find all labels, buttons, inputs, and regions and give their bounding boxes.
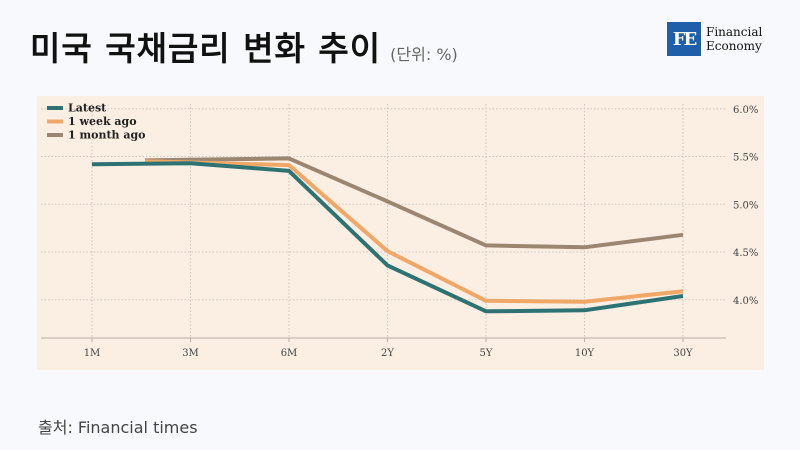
x-tick-label: 3M [182, 348, 199, 359]
logo-mark: FE [667, 22, 701, 56]
legend-swatch [47, 106, 63, 110]
y-tick-label: 6.0% [733, 105, 758, 116]
x-tick-label: 30Y [673, 348, 693, 359]
x-tick-label: 2Y [381, 348, 394, 359]
page-subtitle: (단위: %) [390, 45, 458, 64]
logo-line-1: Financial [706, 25, 763, 39]
logo-line-2: Economy [706, 39, 762, 53]
brand-logo: FE Financial Economy [667, 22, 762, 56]
title-block: 미국 국채금리 변화 추이 (단위: %) [30, 22, 458, 70]
x-tick-label: 6M [281, 348, 298, 359]
y-tick-label: 5.5% [733, 153, 758, 164]
legend-label: 1 week ago [68, 115, 137, 128]
y-tick-label: 5.0% [733, 200, 758, 211]
y-tick-label: 4.5% [733, 248, 758, 259]
series-line-latest [91, 161, 684, 314]
legend-swatch [47, 133, 63, 137]
legend-label: 1 month ago [68, 129, 146, 142]
legend-label: Latest [68, 102, 107, 115]
legend-swatch [47, 119, 63, 124]
series-line-1-month-ago [144, 156, 684, 250]
logo-text: Financial Economy [706, 25, 762, 53]
page-title: 미국 국채금리 변화 추이 [30, 29, 382, 68]
x-tick-label: 5Y [480, 348, 493, 359]
series-line-1-week-ago [144, 159, 684, 304]
yield-curve-chart: 6.0% 5.5% 5.0% 4.5% 4.0% 1M 3M 6M 2Y 5Y 10Y 30Y Late… [41, 102, 758, 359]
chart-panel: 6.0% 5.5% 5.0% 4.5% 4.0% 1M 3M 6M 2Y 5Y 10Y 30Y Late… [37, 96, 764, 370]
x-tick-label: 1M [84, 348, 101, 359]
x-tick-label: 10Y [575, 348, 595, 359]
y-tick-label: 4.0% [733, 296, 758, 307]
source-note: 출처: Financial times [38, 418, 198, 437]
